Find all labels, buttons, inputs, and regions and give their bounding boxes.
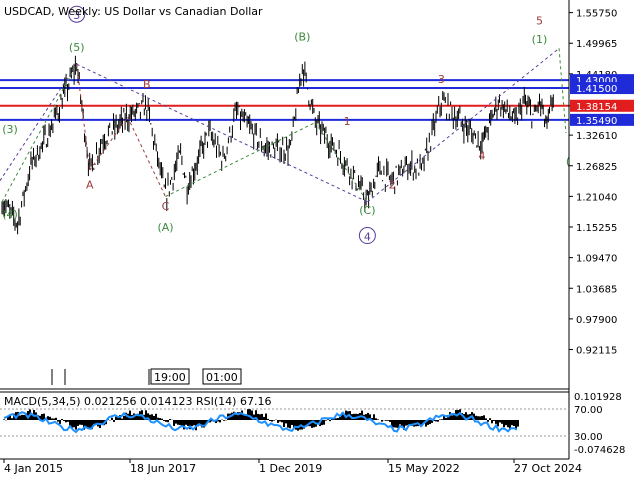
wave-label: (5)	[69, 41, 85, 54]
wave-label: (C)	[359, 204, 375, 217]
level-price-value: 1.41500	[576, 84, 617, 95]
time-box	[202, 368, 242, 385]
wave-line-primary	[0, 63, 78, 181]
indicator-axis-label: 70.00	[574, 405, 603, 416]
price-tick-label: 1.49965	[576, 39, 617, 50]
price-tick-label: 1.15255	[576, 223, 617, 234]
level-price-tag	[570, 99, 634, 112]
price-axis: 1.557501.499651.441801.381541.326101.268…	[569, 9, 617, 357]
wave-label: (B)	[294, 30, 310, 43]
price-levels	[0, 79, 569, 121]
wave-label: 2	[389, 179, 396, 192]
time-tick-label: 18 Jun 2017	[130, 462, 196, 475]
rsi-line	[3, 411, 518, 434]
wave-label: (A)	[157, 221, 173, 234]
time-tick-label: 1 Dec 2019	[259, 462, 322, 475]
price-tick-label: 1.09470	[576, 254, 617, 265]
price-tick-label: 1.03685	[576, 284, 617, 295]
wave-line-intermediate	[558, 48, 567, 134]
wave-labels: (3) 3 (5) (4) A B C (A) (B) 1 2 (C) 4 3 4 5 (1) (	[2, 5, 570, 245]
wave-label: 3	[438, 73, 445, 86]
wave-line-intermediate	[165, 122, 316, 198]
wave-label: A	[86, 179, 94, 192]
wave-line-intermediate	[314, 122, 368, 203]
wave-label: (4)	[2, 208, 18, 221]
price-tick-label: 0.92115	[576, 346, 617, 357]
time-box-label: 01:00	[206, 371, 238, 384]
wave-label-circle	[68, 5, 86, 23]
price-tick-label: 1.26825	[576, 162, 617, 173]
level-price-value: 1.38154	[576, 102, 617, 113]
time-box	[150, 368, 190, 385]
wave-label-circle	[358, 227, 376, 245]
wave-label: 1	[344, 115, 351, 128]
wave-label: 4	[478, 150, 485, 163]
wave-label: 4	[364, 231, 371, 244]
wave-line-minor	[127, 116, 166, 197]
wave-label: 5	[536, 15, 543, 28]
time-tick-label: 15 May 2022	[388, 462, 460, 475]
price-series	[1, 55, 554, 235]
level-price-value: 1.35490	[576, 116, 617, 127]
price-tick-label: 1.32610	[576, 131, 617, 142]
wave-line-intermediate	[1, 63, 78, 203]
indicator-panel	[0, 408, 569, 437]
elliott-wave-lines	[0, 47, 567, 203]
indicator-axis-label: 30.00	[574, 432, 603, 443]
wave-label: C	[162, 200, 170, 213]
time-axis: 4 Jan 2015 18 Jun 2017 1 Dec 2019 15 May 20…	[3, 459, 582, 475]
time-tick-label: 4 Jan 2015	[4, 462, 63, 475]
wave-line-primary	[367, 47, 560, 203]
level-price-tag	[570, 82, 634, 95]
level-price-tag	[570, 113, 634, 126]
indicator-label: MACD(5,34,5) 0.021256 0.014123 RSI(14) 6…	[4, 395, 271, 408]
wave-label: (	[566, 155, 570, 168]
wave-label: B	[143, 78, 151, 91]
wave-line-minor	[89, 116, 129, 171]
price-tick-label: 1.21040	[576, 192, 617, 203]
price-panel	[0, 0, 569, 389]
indicator-axis-label: -0.074628	[574, 445, 625, 456]
wave-label: (1)	[532, 33, 548, 46]
price-tick-label: 1.55750	[576, 9, 617, 20]
wave-label: 3	[73, 9, 80, 22]
chart-title: USDCAD, Weekly: US Dollar vs Canadian Do…	[4, 5, 263, 18]
time-box-label: 19:00	[154, 371, 186, 384]
indicator-axis-label: 0.101928	[574, 392, 622, 403]
time-tick-label: 27 Oct 2024	[514, 462, 582, 475]
wave-label: (3)	[2, 123, 18, 136]
price-tick-label: 0.97900	[576, 315, 617, 326]
level-price-value: 1.43000	[576, 76, 617, 87]
